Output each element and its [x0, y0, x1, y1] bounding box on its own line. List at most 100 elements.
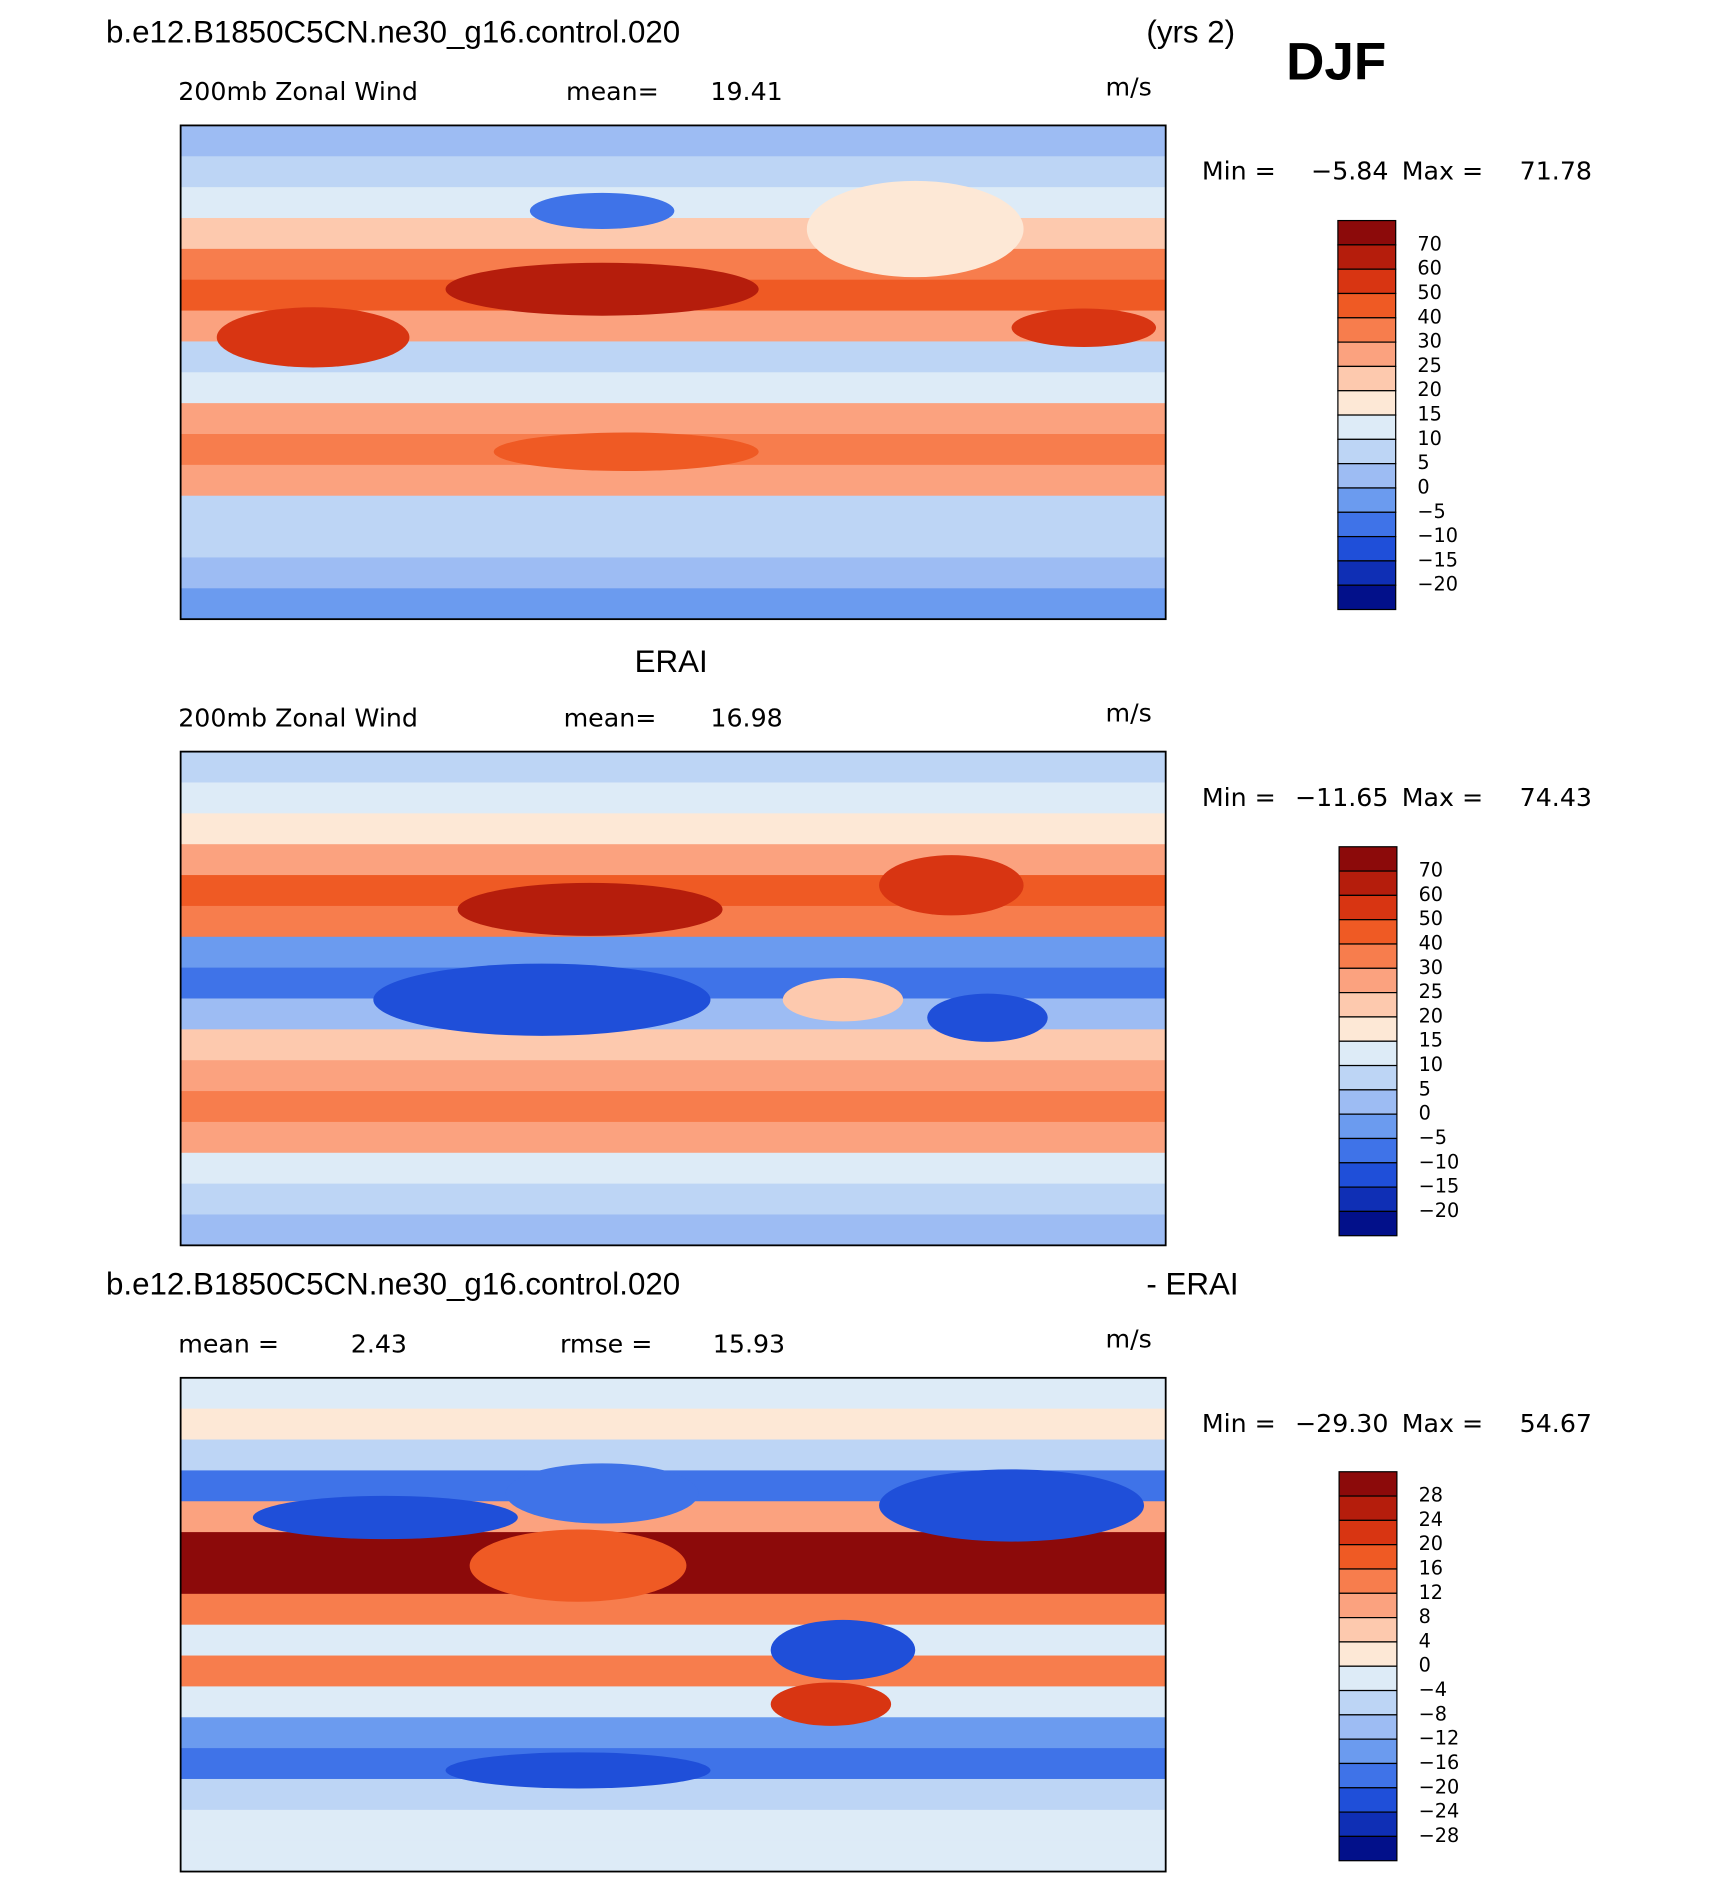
field-band [180, 1624, 1166, 1657]
color-box [1338, 894, 1398, 921]
colorbar-label: 16 [1419, 1556, 1443, 1579]
stat-label: mean= [564, 703, 657, 732]
color-box [1337, 463, 1397, 489]
color-box [1337, 268, 1397, 295]
color-box [1338, 1495, 1398, 1521]
field-blob [216, 307, 410, 368]
colorbar-label: 30 [1417, 330, 1441, 353]
color-box [1337, 560, 1397, 586]
colorbar-label: 20 [1419, 1532, 1443, 1555]
field-band [180, 751, 1166, 784]
min-label: Min = [1202, 157, 1276, 186]
field-band [180, 1183, 1166, 1216]
colorbar-label: 24 [1419, 1508, 1443, 1531]
field-blob [252, 1495, 518, 1540]
field-band [180, 495, 1166, 528]
colorbar-label: −4 [1419, 1678, 1447, 1701]
panel-title: b.e12.B1850C5CN.ne30_g16.control.020 [106, 14, 680, 49]
units: m/s [1105, 72, 1151, 101]
field-band [180, 1152, 1166, 1185]
colorbar-label: −10 [1419, 1150, 1460, 1173]
color-box [1338, 967, 1398, 994]
field-band [180, 1778, 1166, 1812]
field-blob [770, 1619, 916, 1681]
field-band [180, 1593, 1166, 1626]
stat-label: rmse = [560, 1330, 652, 1359]
color-box [1338, 1714, 1398, 1740]
stat-value: 2.43 [351, 1330, 407, 1359]
field-band [180, 1439, 1166, 1472]
min-label: Min = [1202, 783, 1276, 812]
colorbar-label: 50 [1419, 907, 1443, 930]
colorbar-label: 10 [1419, 1053, 1443, 1076]
field-band [180, 1686, 1166, 1719]
max-value: 71.78 [1520, 157, 1592, 186]
field-blob [493, 432, 759, 472]
colorbar-label: 20 [1419, 1004, 1443, 1027]
color-box [1338, 992, 1398, 1018]
colorbar-label: −8 [1419, 1702, 1447, 1725]
min-value: −5.84 [1311, 157, 1388, 186]
colorbar-label: −20 [1419, 1199, 1460, 1222]
panel-title-right: (yrs 2) [1146, 14, 1235, 49]
colorbar-label: −20 [1417, 573, 1458, 596]
colorbar-label: −20 [1419, 1775, 1460, 1798]
min-label: Min = [1202, 1409, 1276, 1438]
subtitle: 200mb Zonal Wind [178, 703, 418, 732]
stat-value: 16.98 [710, 703, 782, 732]
colorbar-label: 5 [1419, 1077, 1431, 1100]
colorbar-label: −5 [1419, 1126, 1447, 1149]
colorbar-label: −16 [1419, 1751, 1460, 1774]
colorbar-label: 5 [1417, 451, 1429, 474]
field-band [180, 1408, 1166, 1441]
color-box [1338, 1835, 1398, 1862]
colorbar-label: −24 [1419, 1800, 1460, 1823]
color-box [1337, 584, 1397, 611]
color-box [1338, 1162, 1398, 1188]
colorbar-label: 8 [1419, 1605, 1431, 1628]
colorbar-label: 10 [1417, 427, 1441, 450]
colorbar-label: 40 [1419, 931, 1443, 954]
color-box [1338, 1040, 1398, 1067]
stat-label: mean= [566, 77, 659, 106]
color-box [1337, 535, 1397, 562]
colorbar-label: −12 [1419, 1727, 1460, 1750]
field-band [180, 526, 1166, 559]
colorbar-label: 4 [1419, 1629, 1431, 1652]
colorbar-label: 25 [1419, 980, 1443, 1003]
colorbar-label: −10 [1417, 524, 1458, 547]
field-blob [445, 262, 759, 316]
field-blob [529, 192, 675, 229]
colorbar-label: 60 [1419, 883, 1443, 906]
stat-value: 15.93 [713, 1330, 785, 1359]
max-label: Max = [1402, 157, 1483, 186]
colorbar-label: 0 [1419, 1654, 1431, 1677]
field-blob [879, 855, 1024, 916]
field-band [180, 1840, 1166, 1872]
colorbar-label: 50 [1417, 281, 1441, 304]
color-box [1338, 1089, 1398, 1115]
colorbar-label: 15 [1419, 1029, 1443, 1052]
color-box [1338, 1544, 1398, 1570]
field-band [180, 464, 1166, 497]
color-box [1338, 1641, 1398, 1667]
color-box [1338, 870, 1398, 896]
color-box [1338, 1210, 1398, 1237]
field-band [180, 156, 1166, 189]
field-band [180, 125, 1166, 158]
colorbar-label: 60 [1417, 257, 1441, 280]
map-frame [179, 124, 1167, 621]
subtitle: 200mb Zonal Wind [178, 77, 418, 106]
color-box [1338, 1137, 1398, 1164]
stat-value: 19.41 [710, 77, 782, 106]
color-box [1338, 943, 1398, 969]
colorbar-label: 28 [1419, 1484, 1443, 1507]
min-value: −11.65 [1295, 783, 1389, 812]
panel-title-right: - ERAI [1146, 1267, 1238, 1302]
field-band [180, 588, 1166, 620]
colorbar-label: −28 [1419, 1824, 1460, 1847]
max-value: 54.67 [1520, 1409, 1592, 1438]
color-box [1337, 511, 1397, 538]
color-box [1337, 244, 1397, 270]
